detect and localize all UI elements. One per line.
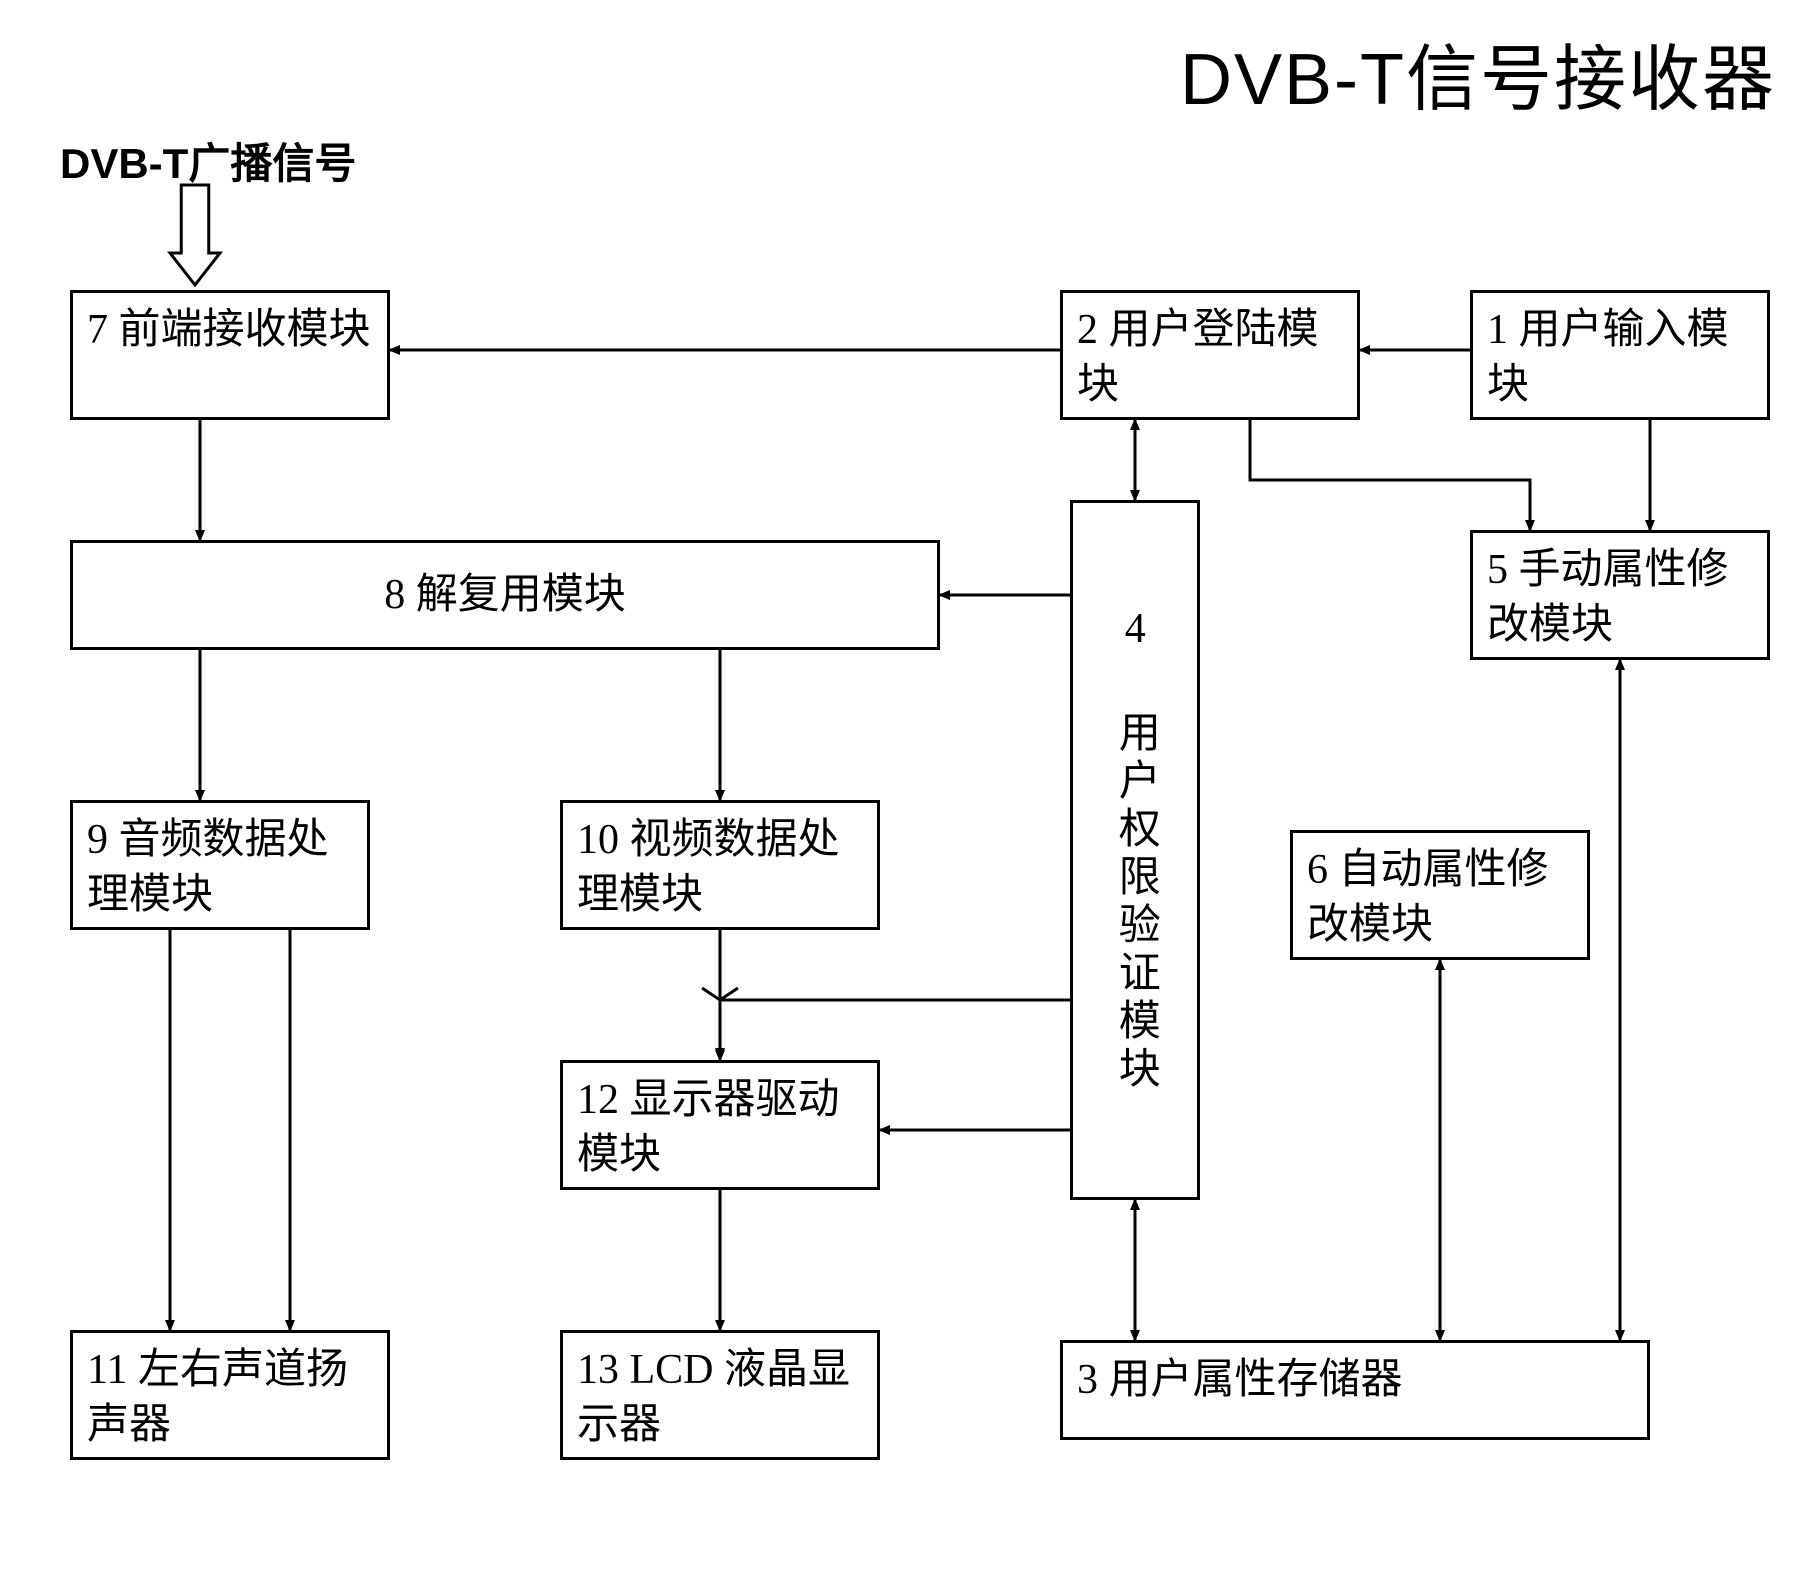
node-user-auth: 4 用户权限验证模块 xyxy=(1070,500,1200,1200)
node-label: 3 用户属性存储器 xyxy=(1077,1353,1403,1408)
node-label: 13 LCD 液晶显示器 xyxy=(577,1343,863,1452)
node-manual-attr: 5 手动属性修改模块 xyxy=(1470,530,1770,660)
node-label: 4 用户权限验证模块 xyxy=(1108,606,1163,1094)
node-display-driver: 12 显示器驱动模块 xyxy=(560,1060,880,1190)
node-speakers: 11 左右声道扬声器 xyxy=(70,1330,390,1460)
node-label: 6 自动属性修改模块 xyxy=(1307,843,1573,952)
node-label: 7 前端接收模块 xyxy=(87,303,371,358)
node-label: 8 解复用模块 xyxy=(384,568,626,623)
node-label: 9 音频数据处理模块 xyxy=(87,813,353,922)
node-audio-proc: 9 音频数据处理模块 xyxy=(70,800,370,930)
node-label: 2 用户登陆模块 xyxy=(1077,303,1343,412)
node-label: 1 用户输入模块 xyxy=(1487,303,1753,412)
node-label: 11 左右声道扬声器 xyxy=(87,1343,373,1452)
node-auto-attr: 6 自动属性修改模块 xyxy=(1290,830,1590,960)
node-video-proc: 10 视频数据处理模块 xyxy=(560,800,880,930)
node-demux: 8 解复用模块 xyxy=(70,540,940,650)
node-user-login: 2 用户登陆模块 xyxy=(1060,290,1360,420)
diagram-subtitle: DVB-T广播信号 xyxy=(60,130,356,191)
node-user-input: 1 用户输入模块 xyxy=(1470,290,1770,420)
node-frontend-receive: 7 前端接收模块 xyxy=(70,290,390,420)
node-label: 5 手动属性修改模块 xyxy=(1487,543,1753,652)
diagram-title: DVB-T信号接收器 xyxy=(1180,20,1776,125)
node-label: 12 显示器驱动模块 xyxy=(577,1073,863,1182)
node-attr-storage: 3 用户属性存储器 xyxy=(1060,1340,1650,1440)
node-label: 10 视频数据处理模块 xyxy=(577,813,863,922)
node-lcd: 13 LCD 液晶显示器 xyxy=(560,1330,880,1460)
